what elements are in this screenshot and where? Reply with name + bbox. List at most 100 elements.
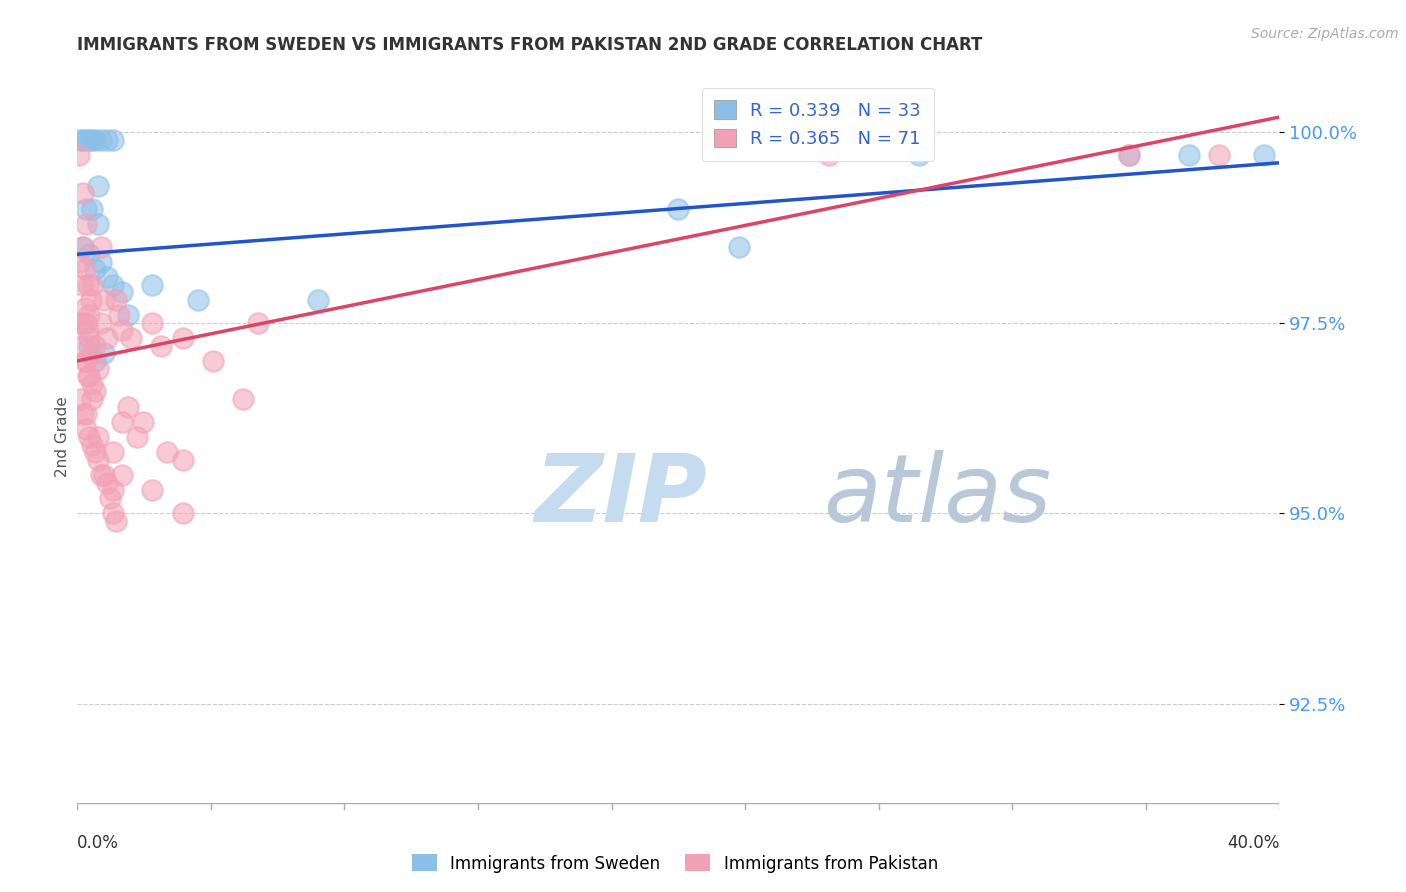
Point bbox=[93, 293, 115, 307]
Point bbox=[1118, 148, 1140, 162]
Point bbox=[79, 247, 101, 261]
Point bbox=[70, 239, 93, 253]
Point bbox=[96, 133, 118, 147]
Legend: R = 0.339   N = 33, R = 0.365   N = 71: R = 0.339 N = 33, R = 0.365 N = 71 bbox=[702, 87, 934, 161]
Point bbox=[73, 262, 96, 277]
Point bbox=[73, 354, 96, 368]
Point bbox=[75, 133, 97, 147]
Point bbox=[141, 483, 163, 498]
Y-axis label: 2nd Grade: 2nd Grade bbox=[55, 397, 70, 477]
Point bbox=[172, 506, 194, 520]
Point bbox=[105, 293, 128, 307]
Text: IMMIGRANTS FROM SWEDEN VS IMMIGRANTS FROM PAKISTAN 2ND GRADE CORRELATION CHART: IMMIGRANTS FROM SWEDEN VS IMMIGRANTS FRO… bbox=[77, 36, 983, 54]
Point bbox=[1178, 148, 1201, 162]
Point bbox=[73, 301, 96, 315]
Point bbox=[72, 239, 94, 253]
Point bbox=[84, 338, 107, 352]
Point bbox=[1118, 148, 1140, 162]
Point bbox=[93, 346, 115, 360]
Point bbox=[79, 308, 101, 322]
Point bbox=[69, 255, 91, 269]
Point bbox=[186, 293, 209, 307]
Point bbox=[103, 277, 125, 292]
Point bbox=[70, 277, 93, 292]
Point bbox=[76, 323, 98, 337]
Text: atlas: atlas bbox=[823, 450, 1050, 541]
Point bbox=[82, 376, 104, 391]
Point bbox=[75, 202, 97, 216]
Point bbox=[817, 148, 839, 162]
Point bbox=[69, 316, 91, 330]
Point bbox=[668, 202, 690, 216]
Point bbox=[103, 483, 125, 498]
Point bbox=[172, 331, 194, 345]
Text: ZIP: ZIP bbox=[534, 450, 707, 541]
Point bbox=[87, 217, 110, 231]
Point bbox=[103, 506, 125, 520]
Point bbox=[87, 361, 110, 376]
Point bbox=[79, 430, 101, 444]
Point bbox=[132, 415, 155, 429]
Point bbox=[82, 202, 104, 216]
Point bbox=[172, 453, 194, 467]
Point bbox=[82, 392, 104, 406]
Text: 0.0%: 0.0% bbox=[77, 834, 120, 852]
Point bbox=[72, 407, 94, 421]
Point bbox=[90, 468, 112, 483]
Text: Source: ZipAtlas.com: Source: ZipAtlas.com bbox=[1251, 27, 1399, 41]
Point bbox=[84, 384, 107, 399]
Point bbox=[117, 400, 139, 414]
Point bbox=[120, 331, 142, 345]
Point bbox=[84, 262, 107, 277]
Point bbox=[87, 178, 110, 193]
Point bbox=[103, 445, 125, 459]
Point bbox=[70, 338, 93, 352]
Point bbox=[84, 445, 107, 459]
Point bbox=[79, 369, 101, 384]
Point bbox=[90, 316, 112, 330]
Point bbox=[72, 316, 94, 330]
Point bbox=[96, 475, 118, 490]
Point bbox=[69, 392, 91, 406]
Point bbox=[111, 323, 134, 337]
Point bbox=[100, 491, 122, 505]
Point bbox=[111, 285, 134, 300]
Point bbox=[82, 346, 104, 360]
Point bbox=[84, 133, 107, 147]
Point bbox=[82, 438, 104, 452]
Point bbox=[1208, 148, 1230, 162]
Point bbox=[72, 186, 94, 201]
Point bbox=[80, 293, 103, 307]
Point bbox=[307, 293, 329, 307]
Text: 40.0%: 40.0% bbox=[1227, 834, 1279, 852]
Point bbox=[75, 354, 97, 368]
Point bbox=[127, 430, 149, 444]
Point bbox=[108, 308, 131, 322]
Point bbox=[111, 468, 134, 483]
Point bbox=[156, 445, 179, 459]
Point bbox=[87, 453, 110, 467]
Point bbox=[75, 217, 97, 231]
Point bbox=[727, 239, 749, 253]
Point bbox=[87, 430, 110, 444]
Point bbox=[93, 468, 115, 483]
Point bbox=[69, 133, 91, 147]
Point bbox=[82, 277, 104, 292]
Point bbox=[75, 407, 97, 421]
Point bbox=[82, 133, 104, 147]
Point bbox=[76, 277, 98, 292]
Point bbox=[103, 133, 125, 147]
Point bbox=[79, 331, 101, 345]
Point bbox=[246, 316, 269, 330]
Point bbox=[1253, 148, 1275, 162]
Point bbox=[232, 392, 254, 406]
Point bbox=[105, 514, 128, 528]
Legend: Immigrants from Sweden, Immigrants from Pakistan: Immigrants from Sweden, Immigrants from … bbox=[405, 847, 945, 880]
Point bbox=[67, 148, 90, 162]
Point bbox=[72, 133, 94, 147]
Point bbox=[141, 316, 163, 330]
Point bbox=[79, 338, 101, 352]
Point bbox=[90, 255, 112, 269]
Point bbox=[79, 133, 101, 147]
Point bbox=[96, 331, 118, 345]
